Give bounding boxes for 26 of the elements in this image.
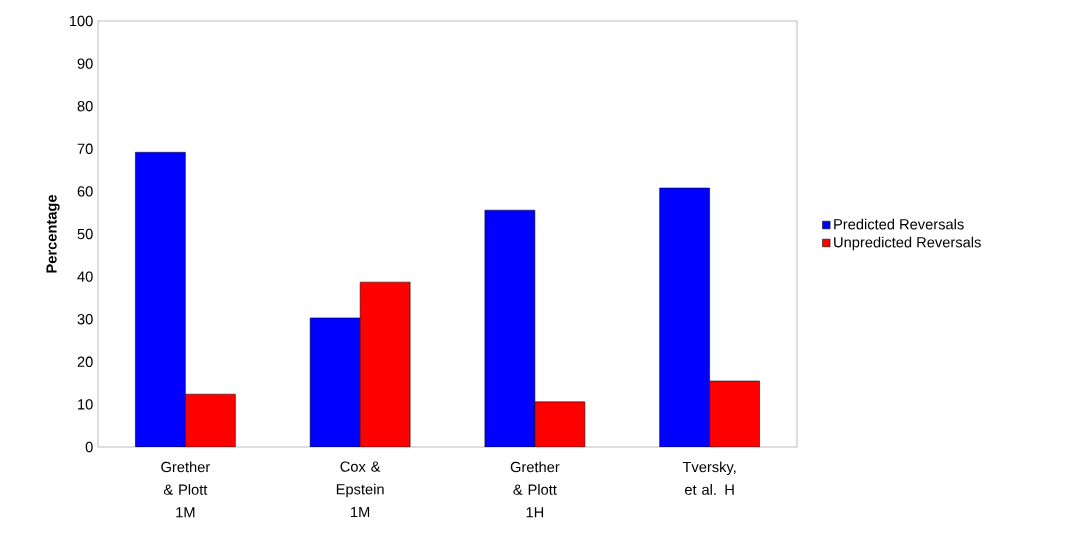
bar bbox=[185, 393, 236, 447]
bar bbox=[709, 380, 760, 447]
y-tick-label: 20 bbox=[77, 356, 93, 367]
y-tick-label: 100 bbox=[69, 15, 93, 27]
y-axis-title: Percentage bbox=[46, 194, 60, 273]
bar bbox=[484, 209, 536, 447]
bar bbox=[309, 317, 361, 447]
x-tick-label: Grether & Plott 1H bbox=[510, 461, 560, 518]
y-tick-label: 40 bbox=[77, 271, 93, 282]
legend-label: Predicted Reversals bbox=[834, 218, 964, 230]
y-tick-label: 90 bbox=[77, 58, 93, 69]
y-tick-label: 10 bbox=[78, 399, 93, 410]
y-tick-label: 80 bbox=[77, 101, 93, 112]
y-tick-label: 0 bbox=[85, 441, 93, 453]
legend-label: Unpredicted Reversals bbox=[834, 236, 981, 251]
bar bbox=[359, 281, 411, 447]
x-tick-label: Tversky, et al. H bbox=[682, 461, 736, 495]
bar bbox=[135, 151, 186, 447]
bar bbox=[659, 187, 710, 447]
y-tick-label: 30 bbox=[77, 314, 93, 325]
y-tick-label: 70 bbox=[77, 143, 93, 154]
bar bbox=[534, 401, 586, 447]
x-tick-label: Cox & Epstein 1M bbox=[336, 461, 384, 517]
x-tick-label: Grether & Plott 1M bbox=[161, 461, 210, 518]
y-tick-label: 60 bbox=[77, 186, 93, 197]
y-tick-label: 50 bbox=[77, 228, 93, 240]
